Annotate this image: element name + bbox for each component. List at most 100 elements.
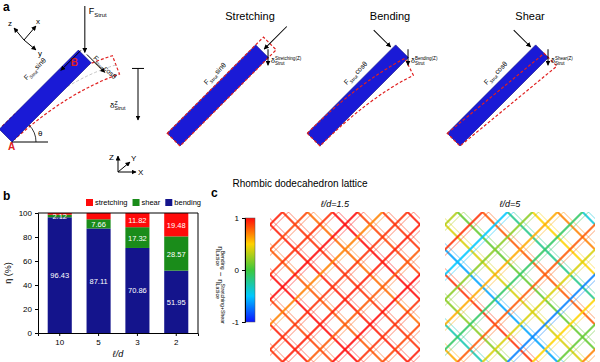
force-label: FStrutcosθ: [343, 60, 370, 87]
strut-line-thin: [445, 212, 589, 362]
bar-segment: [87, 219, 111, 228]
text-part: cosθ: [493, 60, 508, 75]
legend-entry: bending: [174, 198, 201, 207]
tick: 10: [55, 333, 64, 347]
data-label: 87.11: [89, 277, 107, 286]
deflection-label: δStrutBending(Z): [411, 56, 438, 66]
axis-name: Y: [131, 154, 137, 163]
strut-line: [458, 212, 596, 362]
tick-label: 10: [55, 338, 64, 347]
strut-group: [0, 36, 125, 162]
force-label: FStrutcosθ: [483, 60, 510, 87]
strut-line: [333, 212, 421, 362]
tick-mark: [242, 218, 245, 219]
axis-name: x: [36, 17, 40, 26]
tick-label: 80: [23, 233, 32, 242]
strut-line-thin: [414, 212, 421, 362]
legend-swatch: [165, 199, 172, 206]
tick: 80: [23, 233, 38, 242]
force-arrow: [84, 6, 85, 52]
tick-mark: [137, 333, 138, 336]
text-part: Lattice: [215, 251, 221, 266]
tick-label: 3: [135, 338, 140, 347]
mode-0: Stretching FStrutsinθ δStrutStretching(Z): [159, 10, 302, 146]
force-arrow: [514, 30, 531, 47]
strut-line-thin: [270, 212, 414, 362]
mode-title: Shear: [515, 10, 545, 22]
panel-c: -101 ηLatticeBending−ηLatticeStretching+S…: [133, 199, 600, 362]
tick: 1: [235, 214, 245, 223]
strut-line: [308, 212, 421, 362]
panel-label: b: [3, 189, 10, 203]
frame: [38, 213, 198, 214]
text-part: Lattice: [215, 284, 221, 299]
colorbar-axis: -101: [232, 214, 246, 327]
tick: 3: [135, 333, 140, 347]
strut-group: FStrutcosθ: [289, 26, 420, 157]
bar-segment: [48, 217, 72, 333]
tick: -1: [232, 318, 245, 327]
deflection-label: δStrutShear(Z): [551, 56, 573, 66]
data-label: 28.57: [167, 250, 186, 259]
tick: 20: [23, 305, 38, 314]
axis-arrow: [24, 26, 36, 40]
axis-line: [39, 334, 199, 337]
data-label: 96.43: [50, 271, 69, 280]
data-label: 7.66: [91, 220, 106, 229]
tick-label: 100: [19, 209, 33, 218]
deflection-label: δStrutStretching(Z): [271, 56, 302, 66]
strut-line: [508, 212, 596, 362]
text-part: Stretching+Shear: [220, 284, 226, 325]
section-title: Rhombic dodecahedron lattice: [232, 178, 368, 189]
tick: 60: [23, 257, 38, 266]
strut-line: [508, 212, 596, 362]
tick-mark: [35, 237, 38, 238]
colorbar: [245, 218, 255, 322]
text-part: Bending(Z): [415, 56, 438, 61]
strut-line: [383, 212, 421, 362]
frame: [198, 213, 199, 333]
bars: [48, 213, 189, 333]
colorbar-title: ηLatticeBending−ηLatticeStretching+Shear: [215, 246, 227, 324]
force-arrow: [87, 54, 105, 72]
data-label: 11.82: [128, 216, 146, 225]
point-label: A: [8, 141, 15, 152]
strut-line: [483, 212, 596, 362]
text-part: Shear(Z): [555, 56, 573, 61]
strut-line-thin: [589, 212, 596, 362]
text-part: cosθ: [353, 60, 368, 75]
tick: 40: [23, 281, 38, 290]
legend-swatch: [133, 199, 140, 206]
tick-mark: [98, 333, 99, 336]
text-part: Strut: [275, 61, 285, 66]
deformed-strut: [167, 37, 276, 146]
text-part: sinθ: [33, 57, 47, 71]
text-part: Strut: [555, 61, 565, 66]
force-label: FStrutcosθ: [91, 54, 118, 81]
strut-line-thin: [564, 212, 596, 362]
lattice: [270, 212, 420, 362]
strut: [167, 45, 268, 146]
bar-segment: [125, 227, 149, 248]
deformed-strut: [307, 47, 417, 157]
text-part: Strut: [114, 105, 126, 111]
tick-mark: [242, 270, 245, 271]
tick-label: 1: [235, 214, 240, 223]
y-axis: 020406080100: [19, 209, 39, 338]
mode-1: BendingFStrutcosθδStrutBending(Z): [289, 10, 438, 157]
bar-segment: [164, 271, 188, 333]
tick-label: 60: [23, 257, 32, 266]
data-label: 19.48: [167, 221, 186, 230]
tick-mark: [35, 261, 38, 262]
tick: 2: [174, 333, 179, 347]
force-label: FStrutsinθ: [203, 61, 229, 87]
strut-line-thin: [389, 212, 421, 362]
mode-title: Stretching: [225, 10, 275, 22]
text-part: cosθ: [103, 65, 118, 80]
text-part: Strut: [94, 12, 107, 18]
deflection-label: δStrutZ: [110, 100, 126, 112]
strut-group: FStrutcosθ: [429, 26, 557, 154]
deformed-strut: [447, 45, 557, 155]
tick-label: 20: [23, 305, 32, 314]
panel-a: xyzABθFStrutFStrutsinθFStrutcosθδStrutZX…: [0, 6, 573, 177]
